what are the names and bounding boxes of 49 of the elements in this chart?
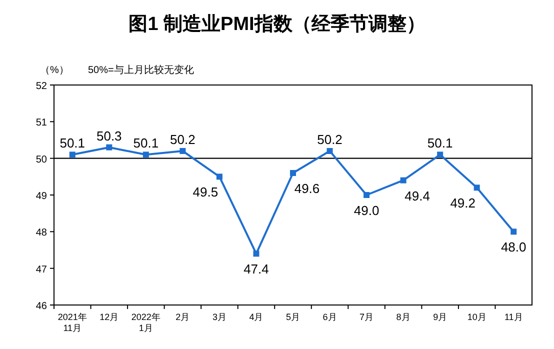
point [180, 148, 186, 154]
x-tick-label: 2022年 1月 [131, 312, 160, 333]
point [216, 174, 222, 180]
x-tick-label: 2月 [176, 312, 190, 322]
y-tick-label: 50 [36, 154, 48, 166]
data-label: 49.2 [450, 196, 476, 211]
y-tick-label: 49 [36, 191, 48, 202]
data-label: 50.2 [317, 132, 342, 147]
x-tick-label: 8月 [396, 312, 410, 322]
point [474, 184, 480, 191]
point [326, 148, 333, 154]
data-label: 49.6 [294, 181, 320, 196]
data-label: 48.0 [500, 240, 526, 255]
y-axis-title: （%） [40, 65, 69, 76]
x-tick-label: 2021年 11月 [58, 312, 87, 333]
data-label: 49.0 [354, 203, 380, 218]
data-label: 47.4 [244, 262, 269, 277]
x-tick-label: 5月 [286, 312, 300, 322]
text: 50%=与上月比较无变化 [88, 64, 194, 76]
chart-title: 图1 制造业PMI指数（经季节调整） [128, 13, 426, 35]
point [510, 228, 517, 235]
y-tick-label: 51 [36, 118, 48, 129]
data-label: 49.5 [192, 184, 218, 200]
point [290, 170, 296, 176]
data-label: 50.1 [133, 136, 159, 151]
y-tick-label: 48 [36, 228, 48, 239]
point [142, 152, 149, 158]
x-tick-label: 10月 [467, 312, 486, 322]
point [106, 144, 112, 150]
x-tick-label: 9月 [433, 312, 448, 322]
point [69, 152, 76, 158]
data-label: 50.2 [170, 132, 196, 147]
y-tick-label: 47 [36, 264, 48, 276]
x-tick-label: 11月 [504, 312, 523, 322]
point [437, 152, 444, 158]
data-label: 50.1 [427, 136, 453, 151]
point [364, 192, 370, 198]
data-label: 50.3 [96, 128, 122, 144]
y-tick-label: 46 [36, 301, 48, 312]
x-tick-label: 6月 [322, 312, 337, 322]
data-label: 50.1 [60, 136, 86, 151]
y-tick-label: 52 [36, 81, 48, 92]
point [253, 250, 260, 257]
x-tick-label: 7月 [360, 312, 374, 322]
x-tick-label: 3月 [212, 312, 226, 322]
x-tick-label: 12月 [100, 312, 119, 322]
point [400, 177, 406, 184]
x-tick-label: 4月 [249, 312, 264, 322]
data-label: 49.4 [404, 188, 430, 204]
